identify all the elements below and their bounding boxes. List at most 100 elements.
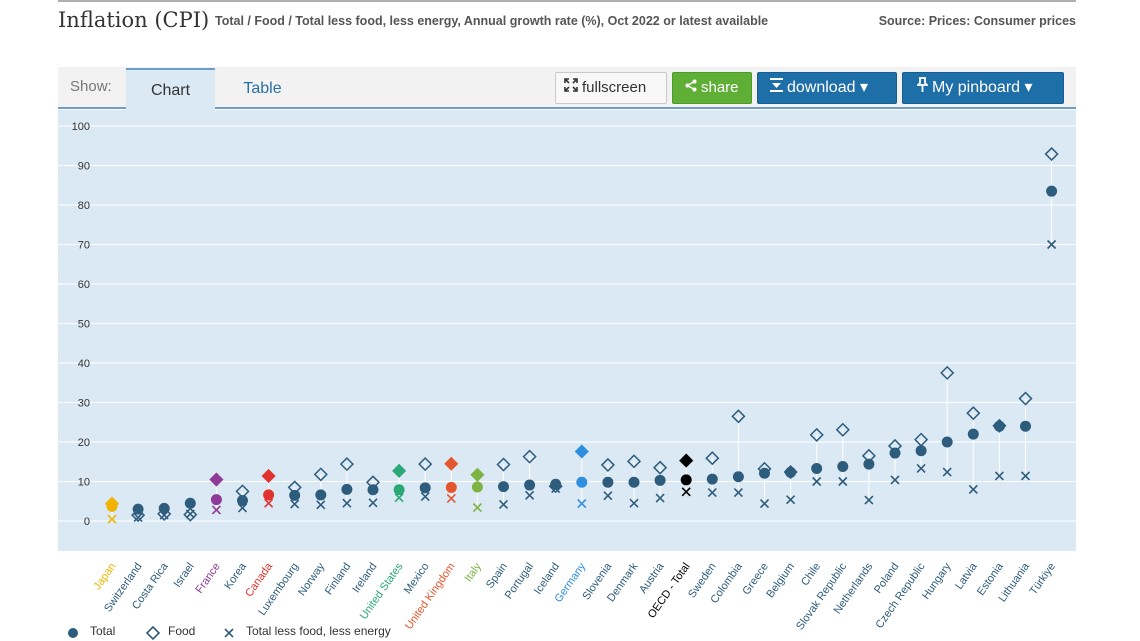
pin-icon [915, 73, 930, 103]
share-label: share [701, 79, 739, 96]
food-inflation-marker [496, 457, 511, 472]
total-inflation-marker [759, 467, 770, 479]
core-inflation-marker [655, 493, 665, 503]
x-tick-label: Italy [462, 560, 484, 584]
download-button[interactable]: download ▾ [757, 72, 897, 104]
total-inflation-marker [967, 428, 979, 440]
core-inflation-marker [707, 487, 717, 498]
core-inflation-marker [264, 498, 274, 508]
x-tick-label: Korea [222, 560, 249, 592]
food-inflation-marker [313, 467, 328, 482]
core-inflation-marker [316, 500, 326, 510]
x-tick-label: Latvia [953, 560, 980, 592]
total-inflation-marker [315, 489, 327, 501]
top-rule [58, 0, 1076, 2]
food-inflation-marker [1044, 146, 1059, 162]
pinboard-button[interactable]: My pinboard ▾ [902, 72, 1064, 104]
total-inflation-marker [367, 484, 379, 496]
core-inflation-marker [211, 505, 221, 515]
core-inflation-marker [237, 503, 248, 513]
core-inflation-marker [864, 495, 874, 505]
total-inflation-marker [132, 503, 144, 515]
core-inflation-marker [394, 493, 404, 503]
food-inflation-marker [809, 427, 824, 442]
food-inflation-marker [522, 449, 537, 464]
core-inflation-marker [1020, 471, 1031, 481]
core-inflation-marker [368, 498, 378, 508]
y-tick-label: 30 [78, 398, 90, 410]
core-inflation-marker [681, 487, 691, 497]
total-inflation-marker [811, 462, 823, 474]
core-inflation-marker [133, 512, 143, 523]
food-inflation-marker [705, 451, 720, 466]
chart-subtitle: Total / Food / Total less food, less ene… [215, 14, 769, 28]
y-tick-label: 80 [78, 200, 90, 212]
total-inflation-marker [654, 474, 666, 486]
legend-core-marker [224, 628, 234, 638]
x-tick-label: Norway [296, 560, 328, 598]
show-label: Show: [70, 78, 112, 95]
fullscreen-button[interactable]: fullscreen [555, 72, 667, 104]
download-label: download ▾ [787, 79, 868, 96]
y-tick-label: 40 [78, 358, 90, 370]
total-inflation-marker [941, 436, 953, 448]
food-inflation-marker [1018, 391, 1033, 406]
total-inflation-marker [498, 481, 509, 493]
core-inflation-marker [812, 476, 822, 487]
food-inflation-marker [940, 365, 955, 380]
source-link[interactable]: Source: Prices: Consumer prices [878, 14, 1076, 28]
y-tick-label: 0 [84, 516, 90, 528]
y-tick-label: 20 [78, 437, 90, 449]
y-tick-label: 100 [72, 121, 90, 133]
total-inflation-marker [863, 458, 875, 470]
page-title: Inflation (CPI) [58, 8, 210, 32]
legend-core-label: Total less food, less energy [246, 624, 391, 638]
food-inflation-marker [966, 406, 981, 421]
core-inflation-marker [890, 475, 900, 485]
tab-chart[interactable]: Chart [126, 68, 215, 110]
core-inflation-marker [942, 467, 952, 477]
food-inflation-marker [626, 454, 642, 469]
total-inflation-marker [445, 481, 457, 493]
total-inflation-marker [602, 476, 614, 488]
core-inflation-marker [498, 499, 509, 509]
food-inflation-marker [183, 507, 198, 522]
core-inflation-marker [994, 471, 1004, 481]
food-inflation-marker [653, 460, 668, 475]
chart-toolbar: Show: Chart Table fullscreen share downl… [58, 67, 1076, 110]
core-inflation-marker [733, 487, 743, 498]
food-inflation-marker [392, 463, 407, 478]
total-inflation-marker [915, 445, 927, 457]
food-inflation-marker [444, 456, 459, 471]
core-inflation-marker [916, 463, 926, 474]
y-tick-label: 70 [78, 240, 90, 252]
total-inflation-marker [576, 476, 588, 488]
core-inflation-marker [786, 495, 796, 505]
y-tick-label: 90 [78, 161, 90, 173]
core-inflation-marker [838, 476, 848, 487]
food-inflation-marker [600, 457, 615, 472]
core-inflation-marker [603, 491, 613, 501]
core-inflation-marker [759, 499, 770, 509]
total-inflation-marker [471, 481, 483, 493]
total-inflation-marker [210, 494, 222, 506]
pinboard-label: My pinboard ▾ [932, 79, 1033, 96]
total-inflation-marker [680, 474, 692, 486]
x-tick-label: Türkiye [1028, 561, 1059, 597]
total-inflation-marker [628, 476, 640, 488]
food-inflation-marker [131, 508, 146, 523]
total-inflation-marker [184, 497, 196, 509]
x-tick-label: Spain [484, 561, 510, 591]
food-inflation-marker [731, 409, 746, 424]
x-tick-label: Chile [799, 561, 823, 588]
y-tick-label: 10 [78, 477, 90, 489]
tab-table[interactable]: Table [243, 80, 282, 97]
share-button[interactable]: share [672, 72, 752, 104]
total-inflation-marker [889, 447, 901, 459]
core-inflation-marker [107, 514, 117, 524]
food-inflation-marker [261, 468, 276, 484]
x-tick-label: Finland [323, 561, 354, 597]
x-tick-label: Japan [91, 561, 118, 592]
y-tick-label: 60 [78, 279, 90, 291]
